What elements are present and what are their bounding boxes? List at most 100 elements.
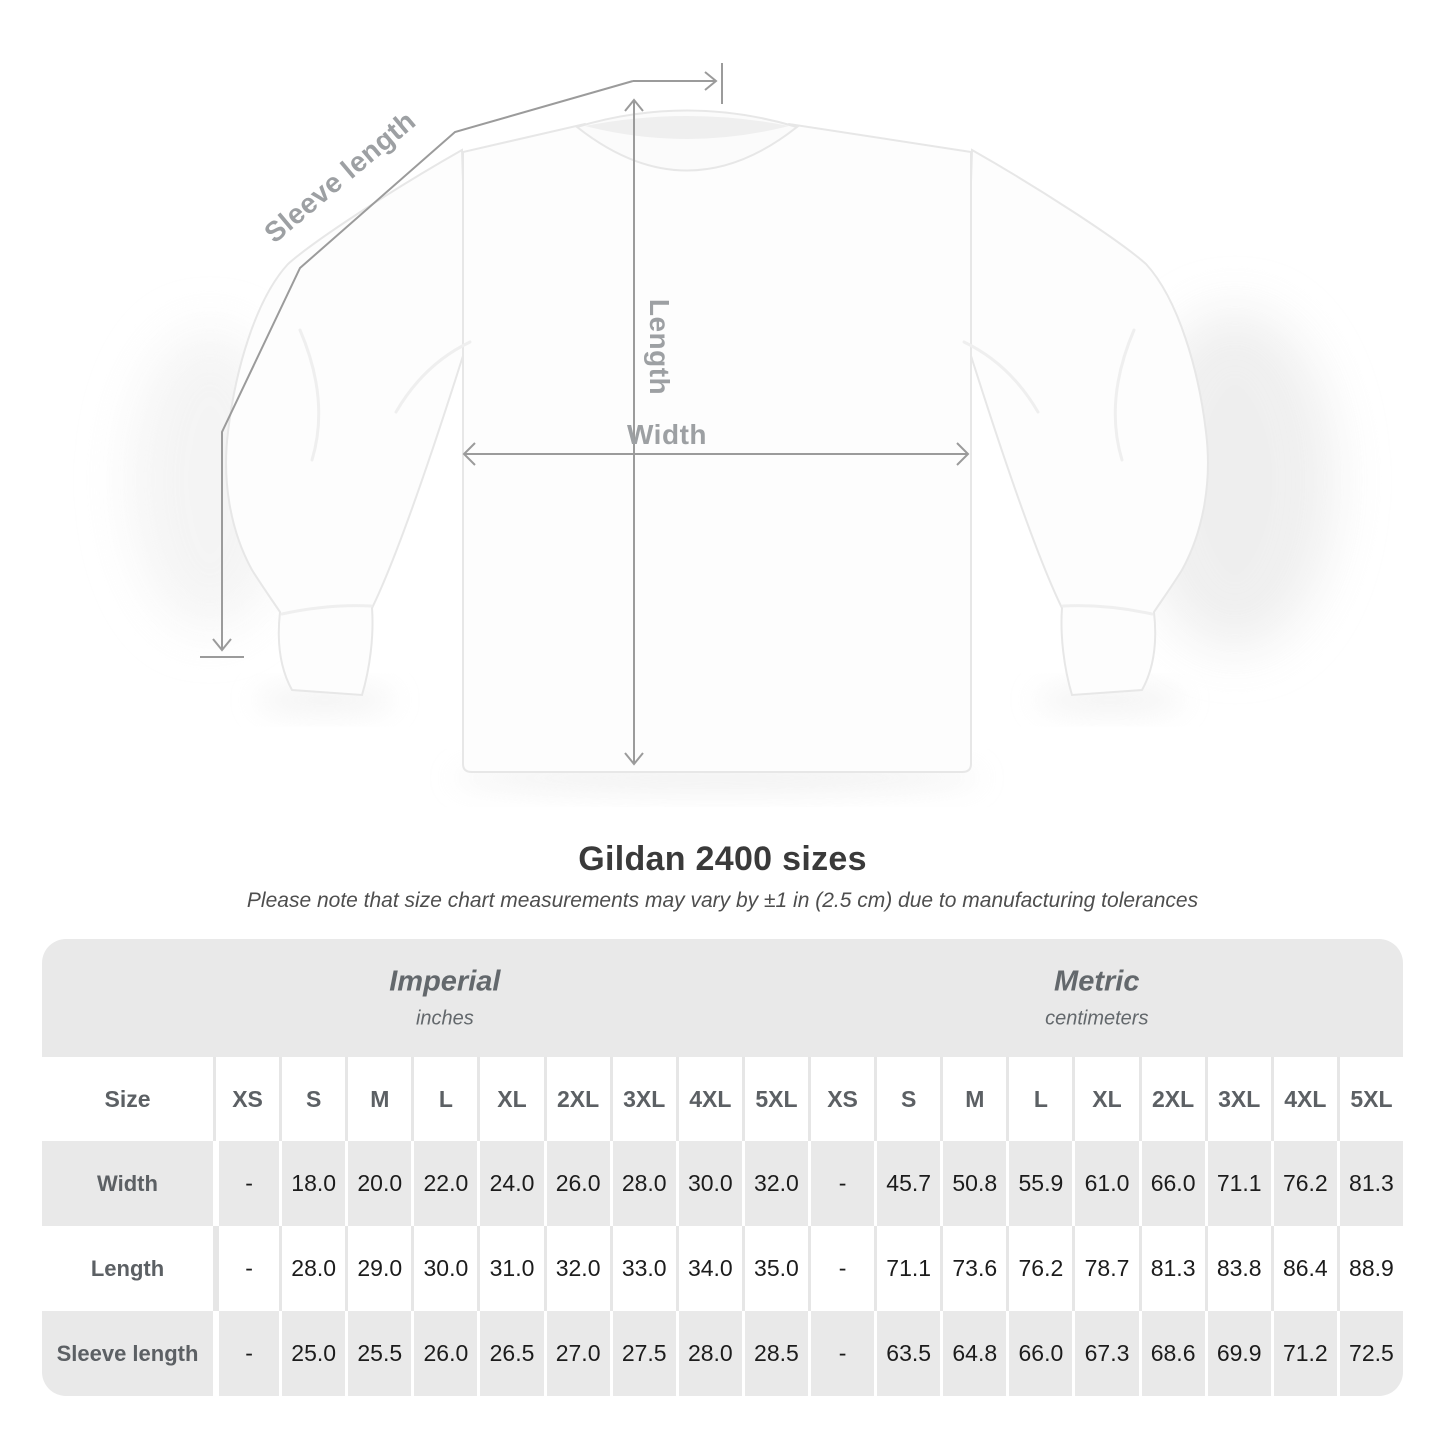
value-cell: 22.0 (411, 1141, 477, 1226)
imperial-size-header: S (279, 1057, 345, 1141)
table-row-length: Length - 28.0 29.0 30.0 31.0 32.0 33.0 3… (42, 1226, 1403, 1311)
value-cell: 18.0 (279, 1141, 345, 1226)
value-cell: - (213, 1226, 279, 1311)
metric-size-header: 2XL (1138, 1057, 1205, 1141)
metric-group-unit: centimeters (1045, 1007, 1149, 1030)
value-cell: 76.2 (1270, 1141, 1337, 1226)
metric-size-header: L (1006, 1057, 1072, 1141)
value-cell: 61.0 (1072, 1141, 1138, 1226)
value-cell: 81.3 (1138, 1226, 1205, 1311)
left-sleeve-crease (298, 328, 321, 462)
size-header-row: Size XS S M L XL 2XL 3XL 4XL 5XL XS S M … (42, 1057, 1403, 1141)
value-cell: 50.8 (940, 1141, 1006, 1226)
shirt-measurement-diagram: Sleeve length Length Width (130, 63, 1335, 791)
width-label: Width (627, 419, 707, 450)
value-cell: 67.3 (1072, 1311, 1138, 1396)
metric-size-header: 3XL (1204, 1057, 1271, 1141)
value-cell: 71.2 (1270, 1311, 1337, 1396)
row-label: Length (90, 1255, 165, 1281)
value-cell: 73.6 (940, 1226, 1006, 1311)
value-cell: - (808, 1141, 874, 1226)
metric-size-header: XS (808, 1057, 874, 1141)
value-cell: 66.0 (1006, 1311, 1072, 1396)
value-cell: 26.0 (543, 1141, 610, 1226)
metric-group-header: Metric centimeters (1045, 966, 1148, 1031)
value-cell: 24.0 (477, 1141, 543, 1226)
value-cell: 33.0 (609, 1226, 676, 1311)
unit-group-header: Imperial inches Metric centimeters (42, 939, 1403, 1057)
value-cell: 28.0 (279, 1226, 345, 1311)
value-cell: 25.0 (279, 1311, 345, 1396)
imperial-size-header: M (345, 1057, 411, 1141)
width-dimension: Width (462, 419, 970, 466)
left-underarm-crease (394, 340, 472, 414)
value-cell: - (213, 1141, 279, 1226)
row-label: Sleeve length (56, 1340, 199, 1366)
imperial-group-unit: inches (415, 1007, 474, 1030)
value-cell: 34.0 (675, 1226, 742, 1311)
shirt-body (462, 122, 972, 773)
imperial-size-header: L (411, 1057, 477, 1141)
value-cell: 28.0 (609, 1141, 676, 1226)
value-cell: 78.7 (1072, 1226, 1138, 1311)
imperial-size-header: 2XL (543, 1057, 610, 1141)
shirt-illustration: Sleeve length Length Width (130, 63, 1335, 791)
value-cell: - (808, 1311, 874, 1396)
value-cell: 55.9 (1006, 1141, 1072, 1226)
shirt-right-sleeve (964, 148, 1209, 697)
right-cuff-seam (1061, 604, 1154, 616)
value-cell: 72.5 (1336, 1311, 1403, 1396)
right-underarm-crease (962, 340, 1040, 414)
imperial-group-header: Imperial inches (389, 966, 500, 1031)
value-cell: 32.0 (741, 1141, 808, 1226)
size-column-header: Size (104, 1085, 151, 1112)
metric-size-header: M (940, 1057, 1006, 1141)
shirt-collar (574, 109, 800, 172)
value-cell: 26.0 (411, 1311, 477, 1396)
value-cell: 26.5 (477, 1311, 543, 1396)
value-cell: 81.3 (1336, 1141, 1403, 1226)
table-row-sleeve-length: Sleeve length - 25.0 25.5 26.0 26.5 27.0… (42, 1311, 1403, 1396)
value-cell: 86.4 (1270, 1226, 1337, 1311)
value-cell: 30.0 (411, 1226, 477, 1311)
size-table-panel: Imperial inches Metric centimeters Size … (42, 939, 1403, 1396)
metric-size-header: XL (1072, 1057, 1138, 1141)
value-cell: 27.5 (609, 1311, 676, 1396)
metric-size-header: S (874, 1057, 940, 1141)
value-cell: 83.8 (1204, 1226, 1271, 1311)
value-cell: 28.0 (675, 1311, 742, 1396)
imperial-group-label: Imperial (389, 965, 501, 998)
metric-size-header: 4XL (1270, 1057, 1337, 1141)
value-cell: 69.9 (1204, 1311, 1271, 1396)
value-cell: 71.1 (1204, 1141, 1271, 1226)
value-cell: 31.0 (477, 1226, 543, 1311)
value-cell: 68.6 (1138, 1311, 1205, 1396)
imperial-size-header: 3XL (609, 1057, 676, 1141)
length-label: Length (644, 299, 675, 395)
imperial-size-header: 5XL (741, 1057, 808, 1141)
value-cell: 76.2 (1006, 1226, 1072, 1311)
value-cell: - (213, 1311, 279, 1396)
shirt-left-sleeve (225, 148, 470, 697)
value-cell: 66.0 (1138, 1141, 1205, 1226)
value-cell: 45.7 (874, 1141, 940, 1226)
page-subtitle: Please note that size chart measurements… (246, 889, 1199, 912)
value-cell: 29.0 (345, 1226, 411, 1311)
value-cell: 27.0 (543, 1311, 610, 1396)
value-cell: 64.8 (940, 1311, 1006, 1396)
value-cell: 71.1 (874, 1226, 940, 1311)
value-cell: 28.5 (741, 1311, 808, 1396)
length-dimension: Length (624, 98, 675, 766)
imperial-size-header: XS (213, 1057, 279, 1141)
right-sleeve-crease (1113, 328, 1136, 462)
table-row-width: Width - 18.0 20.0 22.0 24.0 26.0 28.0 30… (42, 1141, 1403, 1226)
value-cell: 25.5 (345, 1311, 411, 1396)
row-label: Width (97, 1170, 158, 1196)
value-cell: 20.0 (345, 1141, 411, 1226)
value-cell: 32.0 (543, 1226, 610, 1311)
imperial-size-header: 4XL (675, 1057, 742, 1141)
value-cell: 30.0 (675, 1141, 742, 1226)
imperial-size-header: XL (477, 1057, 543, 1141)
left-cuff-seam (280, 604, 373, 616)
value-cell: 88.9 (1336, 1226, 1403, 1311)
